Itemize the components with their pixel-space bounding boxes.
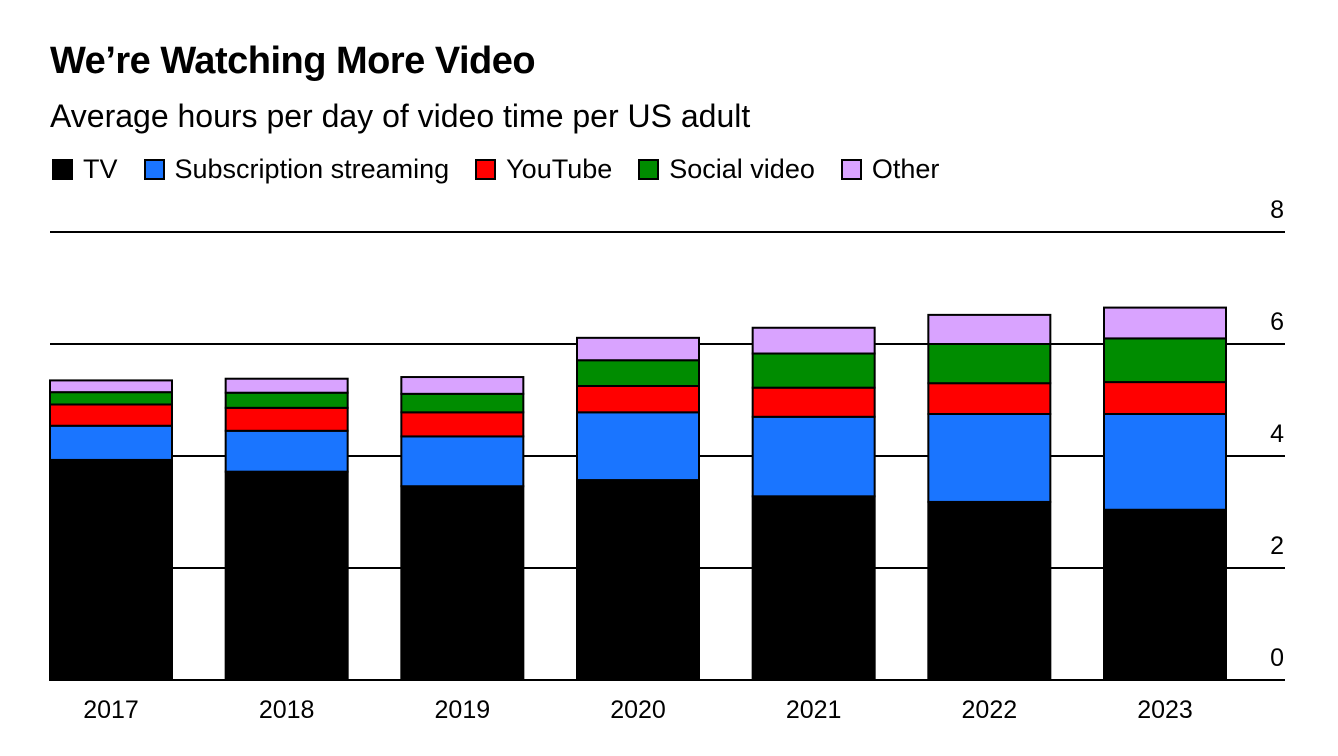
bar-2019-other	[400, 376, 525, 395]
x-tick-label-2023: 2023	[1137, 696, 1193, 724]
bar-2022-social-video	[927, 343, 1052, 385]
bar-2020-subscription-streaming	[576, 411, 700, 482]
y-tick-label-4: 4	[1270, 420, 1284, 448]
bar-2019-tv	[400, 485, 525, 681]
x-tick-label-2017: 2017	[83, 696, 139, 724]
legend-label-subscription-streaming: Subscription streaming	[174, 154, 450, 184]
bar-2021-social-video	[751, 352, 876, 389]
legend-swatch-tv	[52, 159, 73, 180]
bar-2019-social-video	[400, 392, 525, 414]
x-tick-label-2022: 2022	[962, 696, 1018, 724]
bar-2020-tv	[576, 479, 700, 681]
legend-label-other: Other	[871, 154, 940, 184]
legend-item-social-video: Social video	[638, 154, 815, 185]
chart-subtitle: Average hours per day of video time per …	[50, 98, 751, 134]
bar-2023-other	[1103, 306, 1227, 340]
bar-2021-subscription-streaming	[751, 415, 876, 498]
bar-2023-social-video	[1103, 337, 1227, 384]
x-tick-label-2018: 2018	[259, 696, 315, 724]
y-tick-label-0: 0	[1270, 644, 1284, 672]
bar-2017-social-video	[49, 391, 173, 406]
chart-legend: TV Subscription streaming YouTube Social…	[52, 154, 965, 185]
bar-2017-youtube	[49, 403, 173, 427]
bar-2023-tv	[1103, 508, 1227, 682]
bar-2019-subscription-streaming	[400, 435, 525, 488]
bar-2022-youtube	[927, 382, 1052, 416]
bar-2020-social-video	[576, 359, 700, 387]
x-tick-label-2020: 2020	[610, 696, 666, 724]
x-tick-label-2021: 2021	[786, 696, 842, 724]
bar-2018-social-video	[224, 391, 349, 409]
legend-label-social-video: Social video	[669, 154, 815, 184]
bar-2021-tv	[751, 495, 876, 681]
legend-item-tv: TV	[52, 154, 118, 185]
y-tick-label-8: 8	[1270, 196, 1284, 224]
bar-2022-tv	[927, 500, 1052, 682]
legend-item-subscription-streaming: Subscription streaming	[143, 154, 450, 185]
legend-item-youtube: YouTube	[475, 154, 612, 185]
y-tick-label-2: 2	[1270, 532, 1284, 560]
bar-2021-other	[751, 326, 876, 355]
x-tick-label-2019: 2019	[435, 696, 491, 724]
legend-swatch-other	[840, 159, 862, 180]
legend-swatch-youtube	[475, 159, 497, 180]
bar-2018-tv	[224, 470, 349, 681]
bar-2018-other	[224, 377, 349, 394]
bar-2017-tv	[49, 458, 173, 682]
legend-swatch-social-video	[638, 159, 660, 180]
bar-2023-youtube	[1103, 381, 1227, 415]
chart-title: We’re Watching More Video	[50, 40, 536, 82]
bar-2021-youtube	[751, 386, 876, 418]
bar-2022-other	[927, 313, 1052, 346]
legend-swatch-subscription-streaming	[143, 159, 165, 180]
bar-2017-subscription-streaming	[49, 424, 173, 461]
bar-2022-subscription-streaming	[927, 413, 1052, 503]
bar-2018-youtube	[224, 406, 349, 432]
bar-2020-other	[576, 336, 700, 362]
bars	[49, 306, 1227, 682]
legend-label-tv: TV	[83, 154, 118, 184]
bar-2023-subscription-streaming	[1103, 413, 1227, 511]
legend-item-other: Other	[840, 154, 940, 185]
y-tick-label-6: 6	[1270, 308, 1284, 336]
legend-label-youtube: YouTube	[506, 154, 613, 184]
bar-2018-subscription-streaming	[224, 429, 349, 473]
bar-2020-youtube	[576, 385, 700, 414]
bar-2019-youtube	[400, 411, 525, 438]
axis-labels: 0 2 4 6 8 2017 2018 2019 2020 2021 2022 2023	[50, 196, 1285, 724]
bar-2017-other	[49, 379, 173, 394]
